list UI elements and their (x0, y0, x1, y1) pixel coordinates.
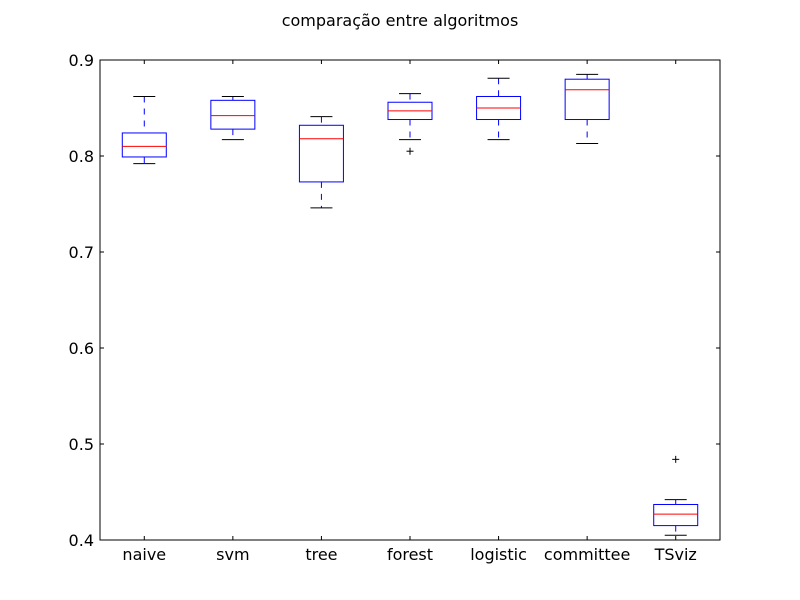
box-tree (298, 116, 344, 209)
x-tick-label: tree (305, 545, 337, 564)
y-tick-label: 0.9 (69, 51, 94, 70)
axis-ticks: naive svm tree forest logistic committee TSviz… (69, 51, 720, 564)
iqr-box (121, 132, 167, 158)
y-tick-label: 0.5 (69, 435, 94, 454)
x-tick-label: logistic (470, 545, 527, 564)
outlier-marker (672, 455, 680, 463)
iqr-box (210, 99, 256, 130)
box-svm (210, 95, 256, 141)
chart-title: comparação entre algoritmos (282, 11, 519, 30)
iqr-box (298, 124, 344, 183)
plot-area (121, 73, 699, 536)
x-tick-label: naive (122, 545, 166, 564)
y-tick-label: 0.7 (69, 243, 94, 262)
box-naive (121, 95, 167, 165)
outlier-marker (406, 147, 414, 155)
box-forest (387, 93, 433, 155)
box-TSviz (653, 455, 699, 536)
y-tick-label: 0.6 (69, 339, 94, 358)
iqr-box (653, 503, 699, 527)
x-tick-label: forest (387, 545, 433, 564)
box-committee (564, 73, 610, 145)
x-tick-label: committee (544, 545, 630, 564)
y-tick-label: 0.8 (69, 147, 94, 166)
x-tick-label: TSviz (654, 545, 697, 564)
y-tick-label: 0.4 (69, 531, 94, 550)
iqr-box (564, 78, 610, 121)
box-logistic (476, 77, 522, 141)
x-tick-label: svm (216, 545, 249, 564)
